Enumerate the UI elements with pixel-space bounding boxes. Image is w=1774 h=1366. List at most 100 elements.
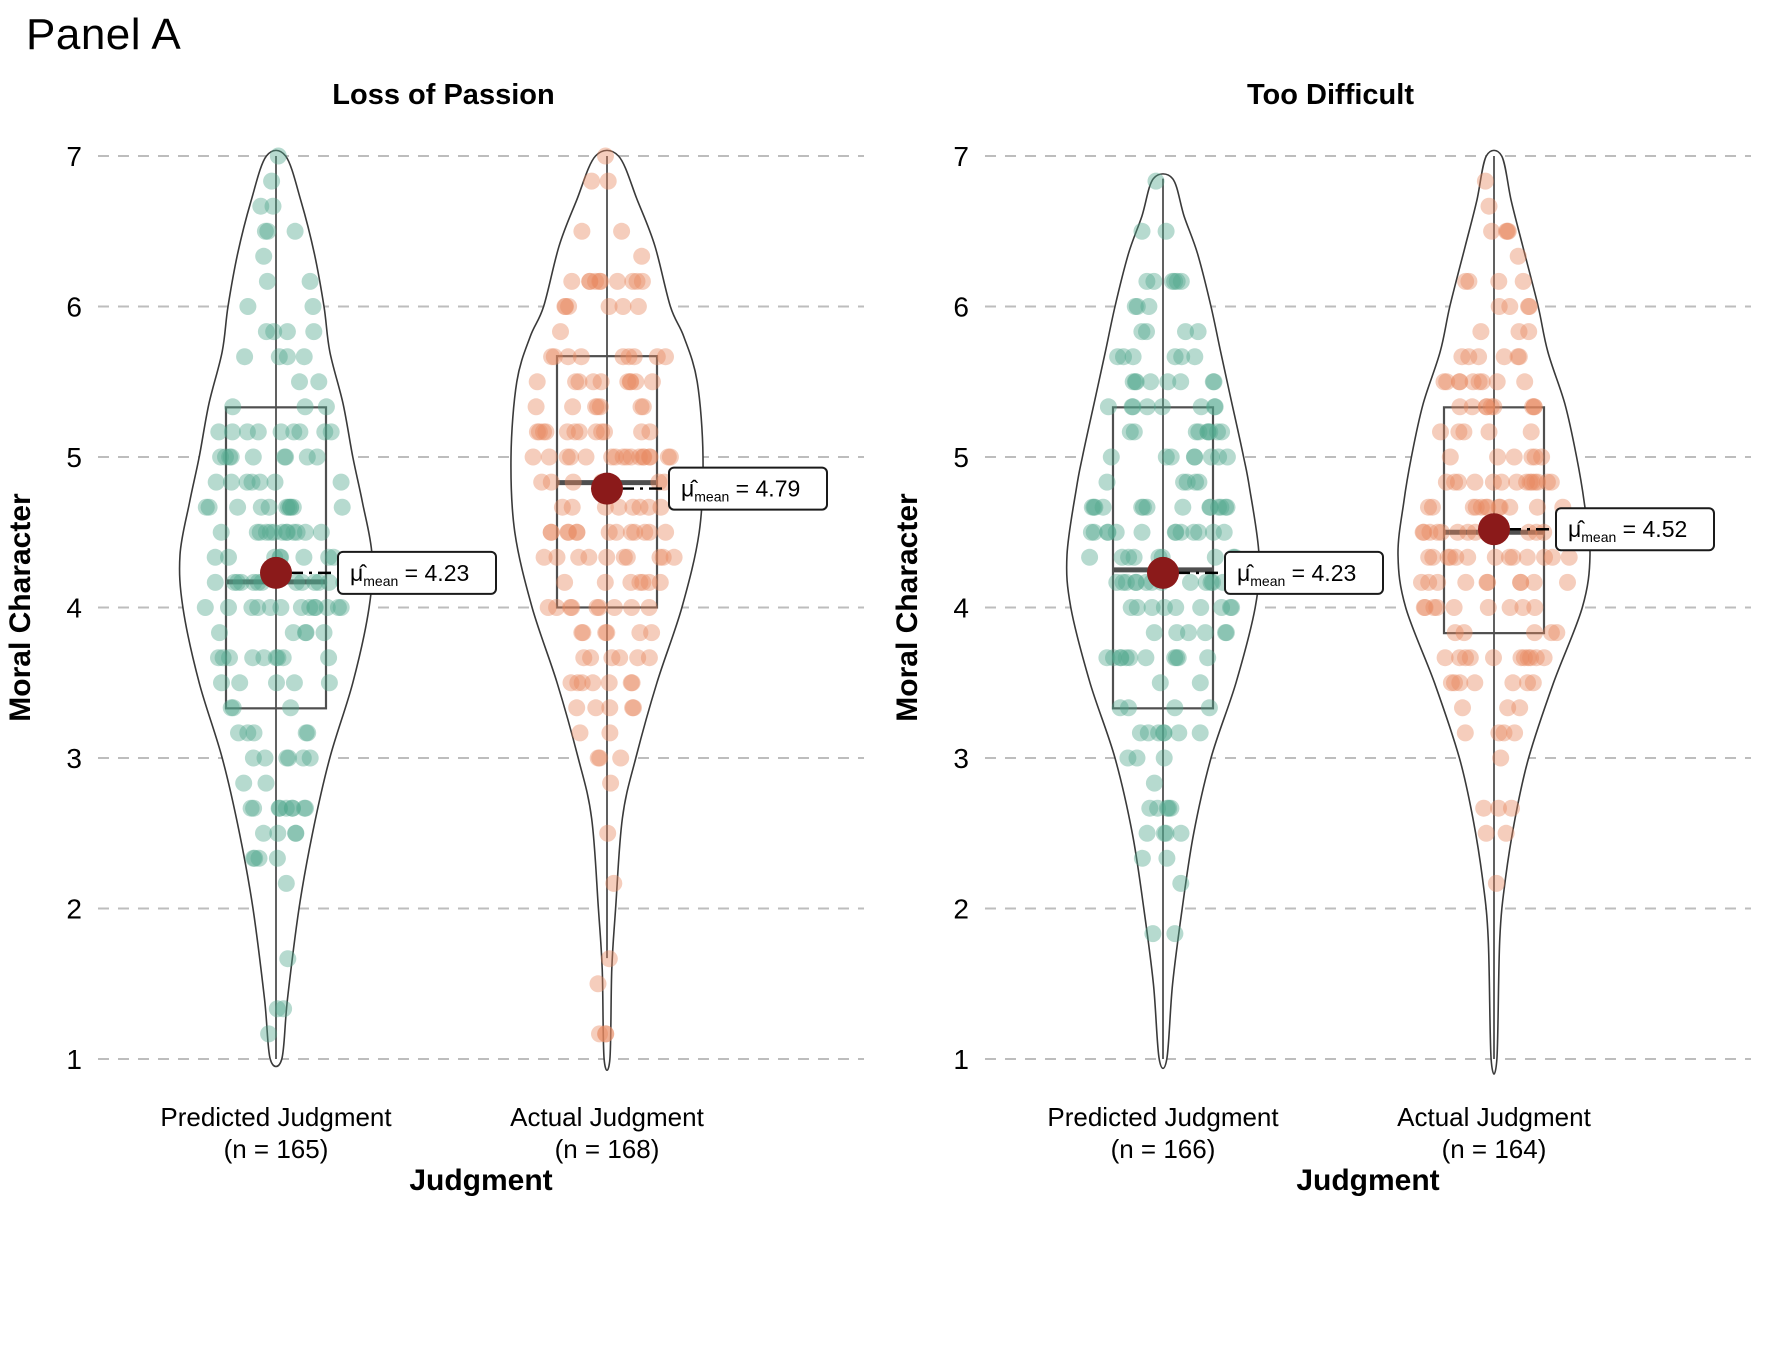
jitter-point bbox=[587, 272, 604, 290]
jitter-point bbox=[1199, 649, 1217, 667]
jitter-point bbox=[1131, 724, 1149, 742]
jitter-point bbox=[624, 699, 642, 717]
jitter-point bbox=[280, 498, 298, 516]
jitter-point bbox=[1137, 649, 1155, 667]
jitter-point bbox=[1169, 649, 1187, 667]
jitter-point bbox=[612, 749, 630, 767]
jitter-point bbox=[200, 498, 218, 516]
jitter-point bbox=[1086, 498, 1104, 516]
jitter-point bbox=[277, 448, 295, 466]
jitter-point bbox=[1491, 498, 1509, 516]
jitter-point bbox=[1182, 573, 1199, 591]
panel-too-difficult: Too Difficult 1 2 3 4 5 6 7 Moral Character μ̂me… bbox=[887, 64, 1774, 1208]
jitter-point bbox=[268, 1000, 286, 1018]
jitter-point bbox=[1127, 373, 1145, 391]
jitter-point bbox=[542, 523, 560, 541]
jitter-point bbox=[574, 624, 592, 642]
jitter-point bbox=[1512, 649, 1530, 667]
jitter-point bbox=[1416, 599, 1434, 616]
jitter-point bbox=[1168, 272, 1186, 290]
jitter-point bbox=[548, 599, 566, 616]
jitter-point bbox=[1433, 523, 1450, 541]
jitter-point bbox=[1490, 799, 1507, 817]
jitter-point bbox=[264, 197, 282, 215]
jitter-point bbox=[1490, 272, 1508, 290]
jitter-point bbox=[206, 573, 224, 591]
jitter-point bbox=[1439, 548, 1457, 566]
jitter-point bbox=[1190, 423, 1208, 441]
jitter-point bbox=[1480, 197, 1498, 215]
jitter-point bbox=[1525, 398, 1543, 416]
jitter-point bbox=[1464, 498, 1482, 516]
jitter-point bbox=[537, 423, 555, 441]
jitter-points bbox=[524, 147, 683, 1043]
jitter-point bbox=[248, 523, 266, 541]
jitter-point bbox=[1479, 599, 1497, 616]
mean-dot bbox=[1147, 556, 1179, 589]
jitter-point bbox=[1478, 573, 1496, 591]
jitter-point bbox=[1501, 599, 1519, 616]
jitter-point bbox=[1202, 448, 1220, 466]
jitter-point bbox=[622, 523, 640, 541]
y-tick-label: 6 bbox=[66, 292, 82, 323]
jitter-point bbox=[1477, 398, 1495, 416]
jitter-point bbox=[1560, 548, 1578, 566]
jitter-point bbox=[1114, 573, 1132, 591]
jitter-point bbox=[1155, 599, 1173, 616]
jitter-point bbox=[222, 473, 240, 491]
jitter-point bbox=[265, 323, 283, 341]
jitter-point bbox=[260, 498, 278, 516]
jitter-point bbox=[312, 523, 330, 541]
y-tick-label: 1 bbox=[953, 1044, 969, 1075]
violin-chart-too-difficult: 1 2 3 4 5 6 7 Moral Character μ̂mean = 4.23 Predi… bbox=[891, 141, 1751, 1197]
jitter-point bbox=[285, 674, 303, 692]
jitter-point bbox=[296, 523, 314, 541]
jitter-point bbox=[568, 699, 586, 717]
jitter-point bbox=[577, 448, 595, 466]
jitter-point bbox=[225, 573, 243, 591]
jitter-point bbox=[564, 398, 582, 416]
jitter-point bbox=[1435, 373, 1453, 391]
jitter-point bbox=[284, 799, 301, 817]
jitter-point bbox=[1133, 323, 1151, 341]
jitter-point bbox=[297, 624, 315, 642]
jitter-point bbox=[1160, 799, 1178, 817]
jitter-point bbox=[558, 448, 576, 466]
jitter-point bbox=[1134, 498, 1152, 516]
jitter-point bbox=[633, 272, 651, 290]
jitter-point bbox=[591, 1025, 608, 1043]
jitter-point bbox=[619, 373, 637, 391]
jitter-point bbox=[1506, 724, 1524, 742]
jitter-point bbox=[560, 298, 578, 315]
jitter-point bbox=[1479, 498, 1497, 516]
jitter-point bbox=[295, 799, 313, 817]
jitter-point bbox=[657, 523, 675, 541]
jitter-point bbox=[562, 599, 580, 616]
jitter-point bbox=[1217, 624, 1235, 642]
jitter-point bbox=[1126, 373, 1144, 391]
jitter-point bbox=[1204, 373, 1222, 391]
jitter-point bbox=[571, 724, 589, 742]
jitter-point bbox=[222, 699, 240, 717]
jitter-point bbox=[575, 649, 593, 667]
mean-label: μ̂mean = 4.52 bbox=[1568, 516, 1687, 545]
jitter-point bbox=[556, 298, 574, 315]
x-axis-title: Judgment bbox=[1296, 1164, 1439, 1197]
jitter-point bbox=[1125, 548, 1143, 566]
jitter-point bbox=[272, 599, 290, 616]
jitter-point bbox=[1166, 523, 1184, 541]
jitter-point bbox=[211, 624, 228, 642]
jitter-point bbox=[1510, 323, 1528, 341]
jitter-point bbox=[1441, 448, 1459, 466]
jitter-point bbox=[318, 599, 336, 616]
jitter-point bbox=[1121, 423, 1139, 441]
jitter-point bbox=[1191, 724, 1209, 742]
jitter-point bbox=[631, 624, 649, 642]
jitter-point bbox=[1516, 373, 1534, 391]
jitter-point bbox=[582, 649, 600, 667]
jitter-point bbox=[1524, 398, 1542, 416]
jitter-point bbox=[255, 247, 273, 265]
jitter-point bbox=[230, 724, 247, 742]
category-n-label: (n = 165) bbox=[224, 1134, 329, 1164]
jitter-point bbox=[1493, 473, 1510, 491]
